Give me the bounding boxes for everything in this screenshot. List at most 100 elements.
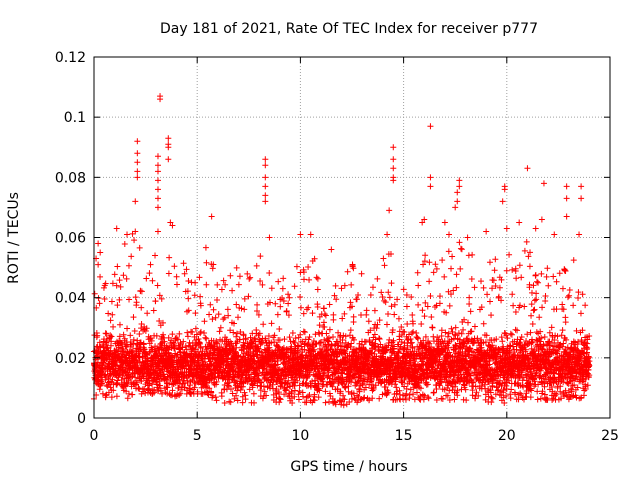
data-point	[348, 395, 355, 402]
data-point	[240, 339, 247, 346]
data-point	[224, 306, 231, 313]
data-point	[357, 396, 364, 403]
data-point	[192, 325, 199, 332]
data-point	[369, 395, 376, 402]
data-point	[184, 329, 191, 336]
data-points	[90, 93, 593, 409]
data-point	[297, 331, 304, 338]
data-point	[367, 327, 374, 334]
data-point	[124, 325, 131, 332]
data-point	[206, 311, 213, 318]
data-point	[401, 328, 408, 335]
data-point	[309, 378, 316, 385]
data-point	[321, 323, 328, 330]
data-point	[350, 390, 357, 397]
data-point	[385, 389, 392, 396]
data-point	[415, 301, 422, 308]
data-point	[191, 384, 198, 391]
data-point	[240, 332, 247, 339]
data-point	[111, 271, 118, 278]
data-point	[214, 340, 221, 347]
data-point	[91, 290, 98, 297]
data-point	[361, 394, 368, 401]
data-point	[353, 296, 360, 303]
data-point	[143, 325, 150, 332]
data-point	[145, 375, 152, 382]
data-point	[123, 275, 130, 282]
data-point	[458, 330, 465, 337]
data-point	[169, 387, 176, 394]
data-point	[410, 328, 417, 335]
data-point	[371, 307, 378, 314]
data-point	[125, 262, 132, 269]
data-point	[266, 270, 273, 277]
data-point	[107, 384, 114, 391]
data-point	[128, 253, 135, 260]
data-point	[120, 272, 127, 279]
data-point	[109, 280, 116, 287]
data-point	[273, 386, 280, 393]
data-point	[425, 395, 432, 402]
data-point	[272, 300, 279, 307]
data-point	[108, 298, 115, 305]
data-point	[385, 289, 392, 296]
data-point	[266, 344, 273, 351]
data-point	[403, 390, 410, 397]
data-point	[276, 399, 283, 406]
data-point	[430, 389, 437, 396]
data-point	[309, 310, 316, 317]
data-point	[372, 336, 379, 343]
data-point	[114, 263, 121, 270]
data-point	[341, 383, 348, 390]
data-point	[283, 386, 290, 393]
data-point	[286, 294, 293, 301]
data-point	[390, 337, 397, 344]
data-point	[174, 336, 181, 343]
data-point	[313, 274, 320, 281]
data-point	[135, 385, 142, 392]
data-point	[268, 285, 275, 292]
data-point	[150, 377, 157, 384]
data-point	[405, 331, 412, 338]
data-point	[297, 304, 304, 311]
data-point	[109, 311, 116, 318]
data-point	[446, 302, 453, 309]
data-point	[233, 392, 240, 399]
data-point	[213, 378, 220, 385]
data-point	[445, 330, 452, 337]
data-point	[358, 270, 365, 277]
data-point	[206, 365, 213, 372]
data-point	[286, 334, 293, 341]
data-point	[150, 374, 157, 381]
data-point	[437, 293, 444, 300]
data-point	[261, 388, 268, 395]
data-point	[382, 299, 389, 306]
data-point	[322, 399, 329, 406]
data-point	[394, 296, 401, 303]
data-point	[157, 387, 164, 394]
data-point	[420, 261, 427, 268]
data-point	[410, 320, 417, 327]
data-point	[344, 268, 351, 275]
data-point	[464, 335, 471, 342]
data-point	[313, 341, 320, 347]
data-point	[300, 276, 307, 283]
data-point	[207, 358, 214, 365]
data-point	[215, 311, 222, 318]
data-point	[96, 386, 103, 393]
data-point	[180, 260, 187, 267]
data-point	[305, 393, 312, 400]
data-point	[173, 352, 180, 359]
data-point	[298, 343, 305, 350]
data-point	[363, 307, 370, 314]
data-point	[124, 381, 131, 388]
data-point	[131, 370, 138, 377]
data-point	[201, 330, 208, 337]
data-point	[176, 330, 183, 337]
data-point	[314, 286, 321, 293]
data-point	[189, 328, 196, 335]
data-point	[450, 287, 457, 294]
data-point	[300, 328, 307, 335]
data-point	[370, 385, 377, 392]
data-point	[266, 299, 273, 306]
